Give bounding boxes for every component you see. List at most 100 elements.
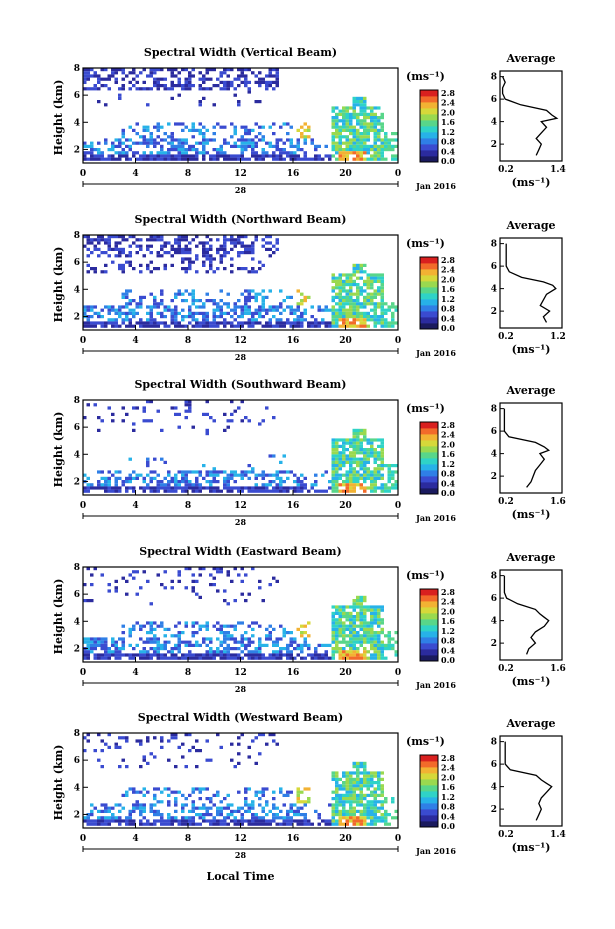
heatmap-cell [156,473,160,477]
avg-y-tick-label: 2 [491,307,497,317]
heatmap-cell [352,640,356,644]
heatmap-cell [90,321,94,325]
heatmap-cell [135,80,139,84]
heatmap-cell [373,112,377,116]
heatmap-cell [202,806,206,810]
x-axis-label: Local Time [207,870,275,883]
heatmap-cell [359,819,363,823]
heatmap-cell [83,154,87,158]
heatmap-cell [359,643,363,647]
heatmap-cell [335,324,339,328]
heatmap-cell [394,305,398,309]
heatmap-cell [191,653,195,657]
heatmap-cell [356,308,360,312]
heatmap-cell [352,103,356,107]
heatmap-cell [335,276,339,280]
colorbar-unit: (ms⁻¹) [406,70,445,83]
heatmap-cell [212,656,216,660]
heatmap-cell [244,486,248,490]
heatmap-cell [93,71,97,75]
heatmap-cell [202,141,206,145]
heatmap-cell [97,637,101,641]
heatmap-cell [265,803,269,807]
heatmap-cell [237,251,241,255]
heatmap-cell [349,464,353,468]
heatmap-cell [153,476,157,480]
heatmap-cell [191,470,195,474]
heatmap-cell [244,299,248,303]
heatmap-cell [125,819,129,823]
heatmap-cell [128,486,132,490]
heatmap-cell [377,119,381,123]
heatmap-cell [268,631,272,635]
heatmap-cell [359,621,363,625]
heatmap-cell [111,489,115,493]
heatmap-cell [338,311,342,315]
heatmap-cell [114,819,118,823]
heatmap-cell [261,489,265,493]
heatmap-cell [233,653,237,657]
heatmap-cell [268,324,272,328]
x-tick-label: 4 [132,834,138,844]
heatmap-cell [191,589,195,593]
heatmap-cell [86,77,90,81]
heatmap-cell [370,444,374,448]
heatmap-cell [384,800,388,804]
heatmap-cell [219,289,223,293]
heatmap-cell [104,640,108,644]
heatmap-cell [317,154,321,158]
heatmap-cell [114,489,118,493]
heatmap-cell [100,238,104,242]
heatmap-cell [149,305,153,309]
avg-x-tick-label: 1.2 [550,332,566,342]
heatmap-cell [359,627,363,631]
heatmap-cell [342,299,346,303]
heatmap-cell [86,254,90,258]
heatmap-cell [167,640,171,644]
heatmap-cell [114,653,118,657]
heatmap-cell [100,308,104,312]
heatmap-cell [352,790,356,794]
heatmap-cell [373,643,377,647]
heatmap-cell [296,289,300,293]
heatmap-cell [191,489,195,493]
heatmap-cell [240,315,244,319]
heatmap-cell [107,653,111,657]
heatmap-cell [135,406,139,410]
colorbar-segment [420,643,438,650]
heatmap-cell [86,733,90,737]
heatmap-cell [345,643,349,647]
y-tick-label: 8 [74,563,80,573]
heatmap-cell [380,460,384,464]
heatmap-cell [202,151,206,155]
heatmap-cell [335,441,339,445]
heatmap-cell [258,816,262,820]
heatmap-cell [170,247,174,251]
heatmap-cell [352,650,356,654]
heatmap-cell [100,419,104,423]
heatmap-cell [303,476,307,480]
heatmap-cell [226,631,230,635]
y-tick-label: 2 [74,477,80,487]
heatmap-cell [387,486,391,490]
heatmap-cell [170,656,174,660]
heatmap-cell [188,87,192,91]
heatmap-cell [174,122,178,126]
heatmap-cell [184,87,188,91]
heatmap-cell [219,813,223,817]
heatmap-cell [146,128,150,132]
heatmap-cell [107,656,111,660]
heatmap-cell [338,299,342,303]
heatmap-cell [181,251,185,255]
heatmap-cell [83,816,87,820]
heatmap-cell [286,816,290,820]
heatmap-cell [205,151,209,155]
heatmap-cell [370,299,374,303]
heatmap-cell [223,650,227,654]
heatmap-cell [83,244,87,248]
heatmap-cell [345,809,349,813]
heatmap-cell [100,470,104,474]
heatmap-cell [349,460,353,464]
heatmap-cell [307,797,311,801]
heatmap-cell [247,305,251,309]
